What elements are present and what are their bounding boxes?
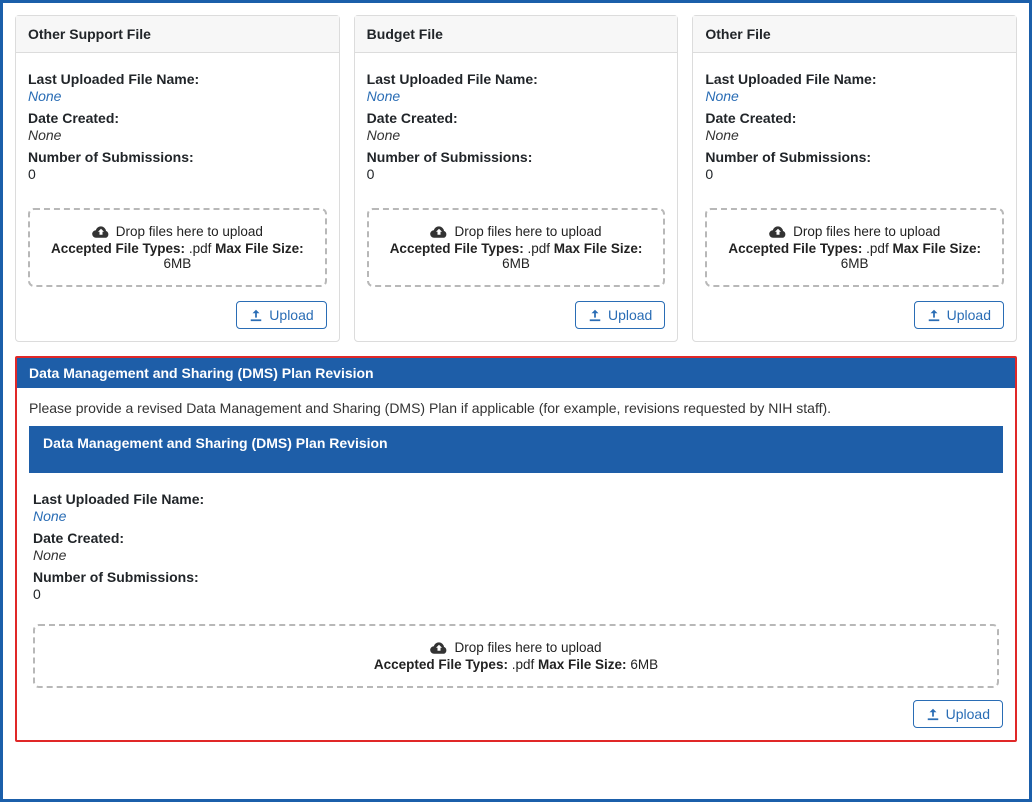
upload-button[interactable]: Upload [236,301,326,329]
file-dropzone[interactable]: Drop files here to upload Accepted File … [705,208,1004,287]
last-uploaded-value: None [28,88,327,104]
card-title: Other Support File [16,16,339,53]
upload-label: Upload [947,307,991,323]
upload-icon [588,308,602,322]
date-created-label: Date Created: [28,110,327,126]
card-body: Last Uploaded File Name: None Date Creat… [16,53,339,192]
submissions-label: Number of Submissions: [28,149,327,165]
submissions-label: Number of Submissions: [33,569,999,585]
cloud-upload-icon [92,225,110,239]
card-body: Last Uploaded File Name: None Date Creat… [693,53,1016,192]
upload-button[interactable]: Upload [914,301,1004,329]
card-footer: Upload [355,295,678,341]
submissions-label: Number of Submissions: [367,149,666,165]
date-created-value: None [28,127,327,143]
card-other-file: Other File Last Uploaded File Name: None… [692,15,1017,342]
dms-inner-body: Last Uploaded File Name: None Date Creat… [29,473,1003,688]
card-footer: Upload [693,295,1016,341]
card-title: Budget File [355,16,678,53]
upload-icon [249,308,263,322]
last-uploaded-label: Last Uploaded File Name: [705,71,1004,87]
submissions-value: 0 [705,166,1004,182]
dms-instruction: Please provide a revised Data Management… [17,388,1015,426]
dms-inner-title: Data Management and Sharing (DMS) Plan R… [29,426,1003,473]
dms-panel-title: Data Management and Sharing (DMS) Plan R… [17,358,1015,388]
last-uploaded-label: Last Uploaded File Name: [367,71,666,87]
upload-button[interactable]: Upload [913,700,1003,728]
file-dropzone[interactable]: Drop files here to upload Accepted File … [28,208,327,287]
card-budget-file: Budget File Last Uploaded File Name: Non… [354,15,679,342]
last-uploaded-value: None [367,88,666,104]
accepted-line: Accepted File Types: .pdf Max File Size:… [43,657,989,672]
file-dropzone[interactable]: Drop files here to upload Accepted File … [33,624,999,688]
upload-label: Upload [608,307,652,323]
date-created-label: Date Created: [33,530,999,546]
card-footer: Upload [16,295,339,341]
card-body: Last Uploaded File Name: None Date Creat… [355,53,678,192]
date-created-label: Date Created: [367,110,666,126]
file-dropzone[interactable]: Drop files here to upload Accepted File … [367,208,666,287]
drop-text: Drop files here to upload [116,224,263,239]
submissions-value: 0 [28,166,327,182]
dms-panel-highlighted: Data Management and Sharing (DMS) Plan R… [15,356,1017,742]
cloud-upload-icon [769,225,787,239]
accepted-line: Accepted File Types: .pdf Max File Size:… [715,241,994,271]
submissions-value: 0 [367,166,666,182]
date-created-label: Date Created: [705,110,1004,126]
drop-text: Drop files here to upload [454,640,601,655]
cloud-upload-icon [430,225,448,239]
upload-label: Upload [269,307,313,323]
upload-label: Upload [946,706,990,722]
upload-cards-row: Other Support File Last Uploaded File Na… [15,15,1017,342]
submissions-value: 0 [33,586,999,602]
page-frame: Other Support File Last Uploaded File Na… [0,0,1032,802]
dms-footer: Upload [29,698,1003,728]
date-created-value: None [33,547,999,563]
dms-panel-body: Please provide a revised Data Management… [17,388,1015,740]
card-other-support-file: Other Support File Last Uploaded File Na… [15,15,340,342]
last-uploaded-value: None [33,508,999,524]
card-title: Other File [693,16,1016,53]
upload-button[interactable]: Upload [575,301,665,329]
last-uploaded-label: Last Uploaded File Name: [33,491,999,507]
cloud-upload-icon [430,641,448,655]
last-uploaded-value: None [705,88,1004,104]
upload-icon [927,308,941,322]
submissions-label: Number of Submissions: [705,149,1004,165]
upload-icon [926,707,940,721]
last-uploaded-label: Last Uploaded File Name: [28,71,327,87]
drop-text: Drop files here to upload [793,224,940,239]
date-created-value: None [367,127,666,143]
drop-text: Drop files here to upload [454,224,601,239]
accepted-line: Accepted File Types: .pdf Max File Size:… [377,241,656,271]
accepted-line: Accepted File Types: .pdf Max File Size:… [38,241,317,271]
date-created-value: None [705,127,1004,143]
